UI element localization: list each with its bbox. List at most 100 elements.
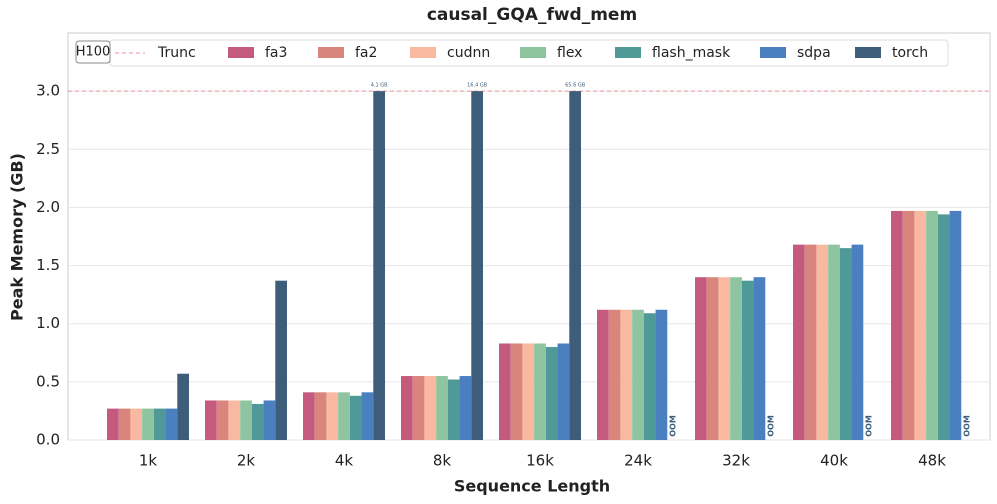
- legend-swatch: [410, 47, 436, 58]
- legend-swatch: [228, 47, 254, 58]
- y-tick-label: 0.5: [36, 372, 60, 390]
- bar: [718, 277, 731, 440]
- badge: H100: [76, 45, 111, 60]
- value-label: 4.1 GB: [371, 83, 388, 89]
- bar: [914, 210, 927, 440]
- legend-label: flex: [557, 45, 582, 61]
- x-tick-label: 24k: [624, 452, 652, 470]
- y-tick-label: 2.0: [36, 198, 60, 216]
- chart-title: causal_GQA_fwd_mem: [427, 5, 637, 25]
- legend-swatch: [760, 47, 786, 58]
- value-label: OOM: [865, 415, 874, 437]
- bar: [436, 376, 448, 440]
- badge-box: [75, 40, 111, 64]
- bar: [706, 277, 719, 440]
- bar: [510, 343, 523, 440]
- bar: [949, 210, 962, 440]
- value-label: 16.4 GB: [467, 83, 488, 89]
- bar: [557, 343, 570, 440]
- bar: [937, 214, 950, 440]
- bar: [314, 392, 327, 440]
- legend-label: cudnn: [447, 45, 490, 61]
- bar: [569, 91, 581, 440]
- bar: [349, 395, 362, 440]
- bar: [902, 210, 915, 440]
- bar: [338, 392, 350, 440]
- value-label: OOM: [963, 415, 972, 437]
- bar: [828, 244, 840, 440]
- bar: [851, 244, 864, 440]
- legend-swatch: [615, 47, 641, 58]
- bar: [471, 91, 483, 440]
- bar: [926, 210, 938, 440]
- bar: [401, 376, 413, 440]
- bar: [130, 408, 143, 440]
- legend-label: torch: [892, 45, 928, 61]
- value-label: OOM: [669, 415, 678, 437]
- bar: [632, 309, 644, 440]
- bar: [608, 309, 621, 440]
- bar: [177, 373, 189, 440]
- legend-swatch: [855, 47, 881, 58]
- bar: [251, 403, 264, 440]
- x-axis-label: Sequence Length: [454, 477, 610, 496]
- legend-swatch: [520, 47, 546, 58]
- bar: [793, 244, 805, 440]
- bar: [753, 277, 766, 440]
- bar: [275, 280, 287, 440]
- bar: [695, 277, 707, 440]
- bar: [499, 343, 511, 440]
- bar: [459, 376, 472, 440]
- bar: [597, 309, 609, 440]
- legend-label: flash_mask: [652, 45, 731, 61]
- x-tick-label: 40k: [820, 452, 848, 470]
- bar: [655, 309, 668, 440]
- bar: [216, 400, 229, 440]
- x-tick-label: 2k: [237, 452, 256, 470]
- y-tick-label: 1.5: [36, 256, 60, 274]
- bar: [741, 280, 754, 440]
- bar: [412, 376, 425, 440]
- bar: [228, 400, 241, 440]
- x-tick-label: 4k: [335, 452, 354, 470]
- bar: [165, 408, 178, 440]
- value-label: OOM: [767, 415, 776, 437]
- y-tick-label: 3.0: [36, 82, 60, 100]
- legend-label: Trunc: [157, 45, 196, 61]
- bar: [107, 408, 119, 440]
- value-label: 65.6 GB: [565, 83, 586, 89]
- bar: [804, 244, 817, 440]
- bar: [263, 400, 276, 440]
- bar: [522, 343, 535, 440]
- bar: [240, 400, 252, 440]
- legend-swatch: [318, 47, 344, 58]
- x-tick-label: 16k: [526, 452, 554, 470]
- y-tick-label: 0.0: [36, 431, 60, 449]
- bar: [643, 313, 656, 440]
- bar: [891, 210, 903, 440]
- bar: [816, 244, 829, 440]
- y-tick-label: 2.5: [36, 140, 60, 158]
- legend-label: fa3: [265, 45, 287, 61]
- bar: [361, 392, 374, 440]
- y-tick-label: 1.0: [36, 314, 60, 332]
- bar: [153, 408, 166, 440]
- legend-label: fa2: [355, 45, 377, 61]
- x-tick-label: 32k: [722, 452, 750, 470]
- bar: [447, 379, 460, 440]
- legend-label: sdpa: [797, 45, 831, 61]
- bar: [142, 408, 154, 440]
- bar: [303, 392, 315, 440]
- bar: [730, 277, 742, 440]
- bar: [326, 392, 339, 440]
- x-tick-label: 1k: [139, 452, 158, 470]
- bar: [118, 408, 131, 440]
- x-tick-label: 8k: [433, 452, 452, 470]
- bar: [620, 309, 633, 440]
- bar: [205, 400, 217, 440]
- x-tick-label: 48k: [918, 452, 946, 470]
- bar: [424, 376, 437, 440]
- bar: [534, 343, 546, 440]
- bar: [839, 248, 852, 440]
